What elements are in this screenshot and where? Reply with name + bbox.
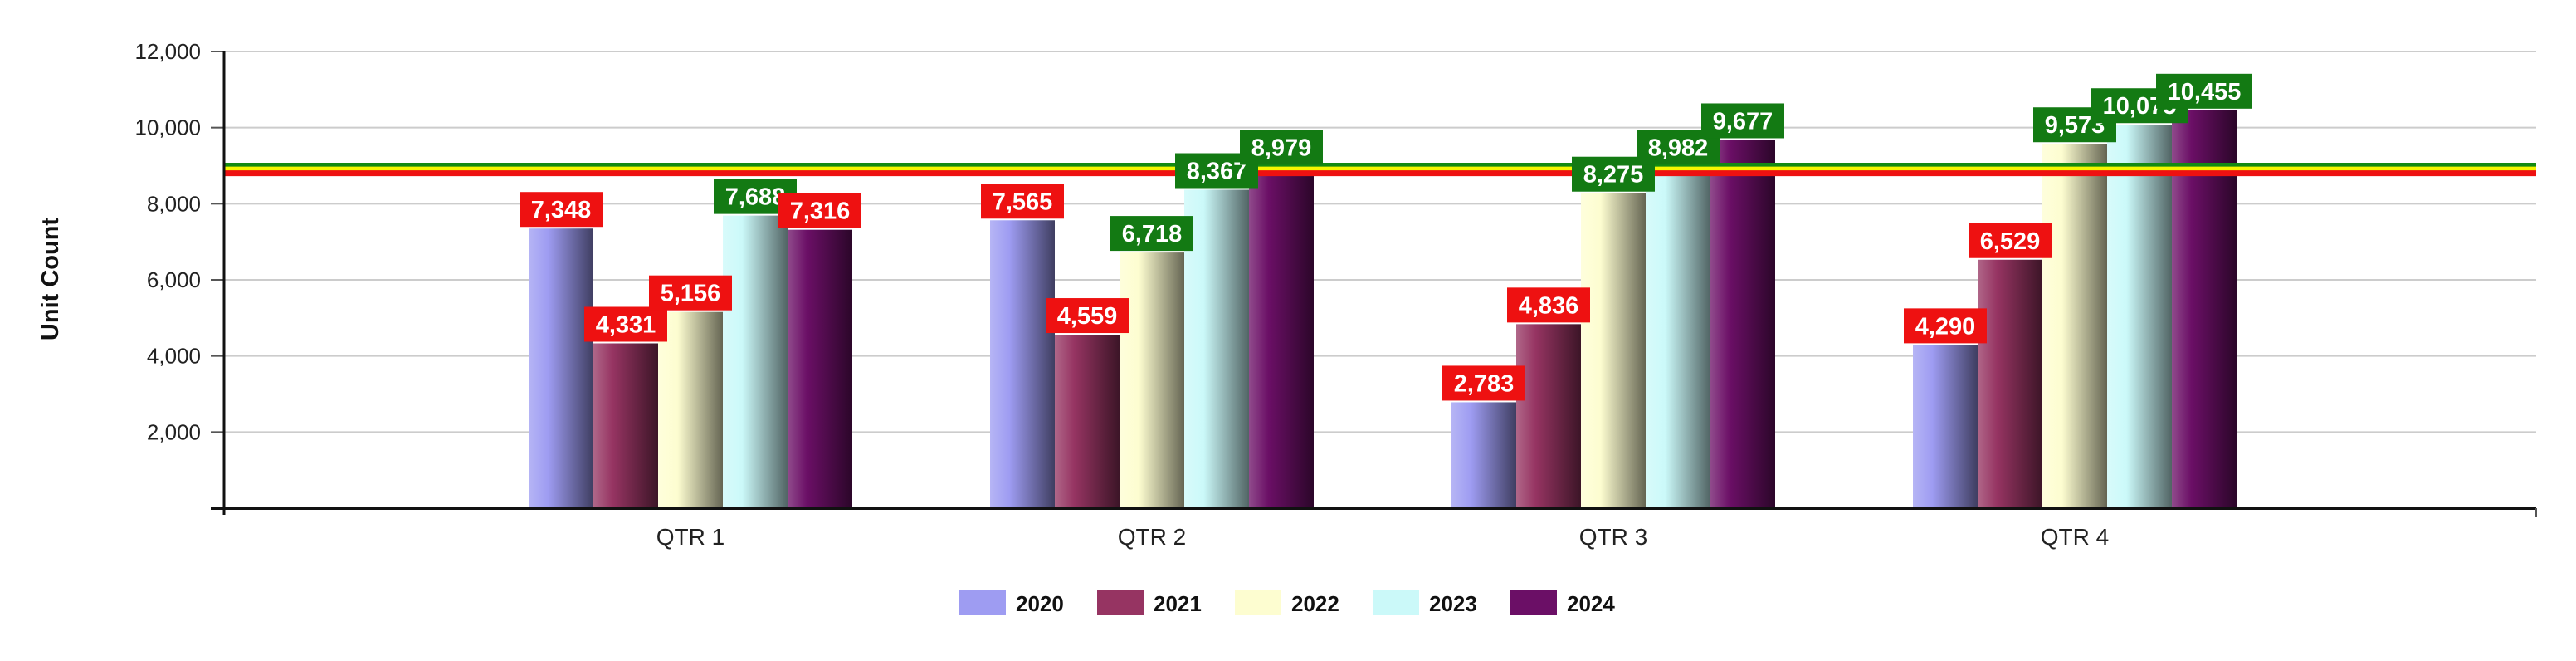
legend-item: 2021 xyxy=(1154,591,1202,616)
data-label-box xyxy=(1507,287,1590,323)
legend-swatch xyxy=(1510,590,1557,615)
bar xyxy=(658,311,723,508)
data-label-box xyxy=(1442,365,1525,401)
data-label-box xyxy=(778,193,861,228)
y-tick-label: 6,000 xyxy=(147,267,201,292)
legend-item: 2020 xyxy=(1016,591,1064,616)
data-label-box xyxy=(520,192,603,228)
bar xyxy=(1249,166,1314,508)
legend-item: 2023 xyxy=(1429,591,1477,616)
data-label: 7,565 xyxy=(993,189,1053,215)
legend-swatch xyxy=(1097,590,1144,615)
data-label-box xyxy=(1046,298,1129,334)
bar xyxy=(788,229,852,508)
data-label-box xyxy=(2156,73,2252,109)
legend-item: 2022 xyxy=(1291,591,1339,616)
data-label: 10,455 xyxy=(2168,79,2242,105)
data-label: 7,688 xyxy=(725,184,786,211)
x-category-label: QTR 3 xyxy=(1579,524,1647,550)
bar xyxy=(2172,110,2237,508)
legend-swatch xyxy=(1235,590,1281,615)
data-label: 6,529 xyxy=(1980,228,2041,255)
data-label: 8,982 xyxy=(1648,135,1709,161)
data-label: 2,783 xyxy=(1454,370,1515,397)
bar xyxy=(1646,166,1710,508)
data-label: 4,331 xyxy=(596,311,656,338)
data-label-box xyxy=(1904,308,1987,344)
y-tick-label: 2,000 xyxy=(147,419,201,444)
x-category-label: QTR 4 xyxy=(2041,524,2109,550)
bar xyxy=(1055,335,1120,508)
data-label-box xyxy=(649,275,732,311)
axes: 2,000 4,000 6,000 8,000 10,000 12,000 QTR 1 QTR… xyxy=(134,39,2537,550)
bar xyxy=(990,220,1055,508)
data-label: 8,367 xyxy=(1187,159,1247,185)
legend-item: 2024 xyxy=(1567,591,1615,616)
y-tick-label: 10,000 xyxy=(134,115,201,140)
y-axis-title: Unit Count xyxy=(37,218,64,341)
data-label: 9,677 xyxy=(1713,108,1773,135)
bar xyxy=(2107,125,2172,508)
legend-swatch xyxy=(959,590,1006,615)
data-label: 8,275 xyxy=(1583,162,1644,189)
y-tick-label: 8,000 xyxy=(147,191,201,216)
bar xyxy=(723,215,788,508)
bar xyxy=(1710,140,1775,509)
bar xyxy=(1120,252,1184,508)
data-label: 4,559 xyxy=(1057,303,1118,330)
x-category-label: QTR 2 xyxy=(1118,524,1186,550)
bars xyxy=(529,110,2237,509)
bar xyxy=(1516,324,1581,508)
y-tick-label: 12,000 xyxy=(134,39,201,64)
bar xyxy=(1581,193,1646,508)
bar xyxy=(2042,144,2107,509)
bar xyxy=(1978,259,2042,508)
data-label-box xyxy=(1969,223,2052,258)
data-label: 5,156 xyxy=(661,281,721,307)
legend-swatch xyxy=(1373,590,1419,615)
data-label-box xyxy=(1701,103,1784,139)
data-label-box xyxy=(981,184,1064,219)
data-label: 8,979 xyxy=(1251,135,1312,161)
bar xyxy=(593,343,658,508)
data-label: 6,718 xyxy=(1122,221,1183,247)
data-label-box xyxy=(1240,130,1323,165)
reference-lines xyxy=(224,163,2536,177)
bar xyxy=(1451,402,1516,508)
legend: 2020 2021 2022 2023 2024 xyxy=(959,590,1615,616)
bar xyxy=(1184,189,1249,508)
y-tick-label: 4,000 xyxy=(147,344,201,369)
data-label: 7,348 xyxy=(531,197,592,223)
data-label: 7,316 xyxy=(790,198,851,225)
data-label: 4,836 xyxy=(1519,292,1579,319)
x-category-label: QTR 1 xyxy=(656,524,724,550)
bar xyxy=(1913,345,1978,508)
data-label-box xyxy=(1110,216,1193,252)
data-label-box xyxy=(584,306,667,342)
data-label: 4,290 xyxy=(1915,313,1976,340)
bar xyxy=(529,228,593,508)
